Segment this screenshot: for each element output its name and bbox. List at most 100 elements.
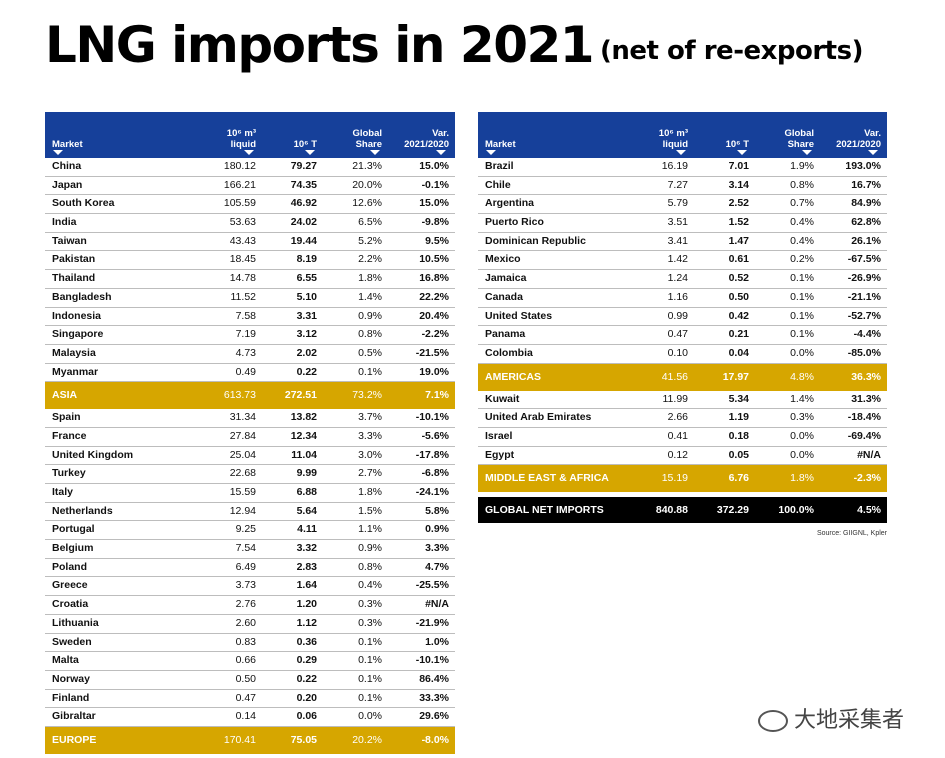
volume-m3: 12.94 (229, 504, 256, 517)
table-row: China 180.12 79.27 21.3% 15.0% (45, 158, 455, 177)
header-variation-line: Var. (864, 128, 881, 139)
sort-arrow-icon[interactable] (436, 150, 446, 155)
header-volume-t-line: 10⁶ T (725, 139, 749, 150)
global-share: 0.3% (358, 598, 382, 611)
table-row: Norway 0.50 0.22 0.1% 86.4% (45, 671, 455, 690)
volume-m3: 0.49 (235, 365, 256, 378)
volume-t: 0.06 (296, 710, 317, 723)
table-row: Japan 166.21 74.35 20.0% -0.1% (45, 177, 455, 196)
market-name: South Korea (52, 197, 115, 210)
market-name: Turkey (52, 467, 86, 480)
left-imports-table: Market 10⁶ m³ liquid 10⁶ T Global Share Var. 20… (45, 112, 455, 754)
volume-t: 5.10 (296, 290, 317, 303)
volume-m3: 166.21 (223, 178, 256, 191)
market-name: Puerto Rico (485, 216, 544, 229)
sort-arrow-icon[interactable] (737, 150, 747, 155)
volume-m3: 2.66 (667, 411, 688, 424)
global-share: 3.7% (358, 411, 382, 424)
sort-arrow-icon[interactable] (305, 150, 315, 155)
header-variation-line: 2021/2020 (836, 139, 881, 150)
variation: -21.1% (847, 290, 881, 303)
wechat-icon (758, 710, 788, 732)
table-row: Thailand 14.78 6.55 1.8% 16.8% (45, 270, 455, 289)
volume-m3: 7.54 (235, 542, 256, 555)
global-share: 2.7% (358, 467, 382, 480)
sort-arrow-icon[interactable] (53, 150, 63, 155)
volume-t: 0.18 (728, 429, 749, 442)
variation: 3.3% (425, 542, 449, 555)
variation: #N/A (857, 448, 881, 461)
sort-arrow-icon[interactable] (486, 150, 496, 155)
sort-arrow-icon[interactable] (868, 150, 878, 155)
table-row: Colombia 0.10 0.04 0.0% -85.0% (478, 345, 887, 364)
variation: 26.1% (851, 234, 881, 247)
global-share: 1.8% (790, 472, 814, 485)
volume-m3: 0.47 (667, 328, 688, 341)
global-share: 0.3% (358, 616, 382, 629)
global-share: 1.9% (790, 160, 814, 172)
volume-m3: 0.99 (667, 309, 688, 322)
volume-m3: 14.78 (229, 272, 256, 285)
volume-t: 0.29 (296, 654, 317, 667)
market-name: Croatia (52, 598, 89, 611)
volume-m3: 840.88 (655, 504, 688, 517)
variation: -2.2% (421, 328, 449, 341)
market-name: Portugal (52, 523, 95, 536)
market-name: Argentina (485, 197, 535, 210)
table-row: Portugal 9.25 4.11 1.1% 0.9% (45, 521, 455, 541)
volume-m3: 1.24 (667, 272, 688, 285)
volume-m3: 0.10 (667, 346, 688, 359)
variation: -6.8% (421, 467, 449, 480)
volume-m3: 3.51 (667, 216, 688, 229)
global-share: 20.2% (352, 733, 382, 746)
market-name: Greece (52, 579, 88, 592)
table-row: Puerto Rico 3.51 1.52 0.4% 62.8% (478, 214, 887, 233)
global-share: 0.0% (790, 448, 814, 461)
market-name: Japan (52, 178, 83, 191)
table-row: Poland 6.49 2.83 0.8% 4.7% (45, 559, 455, 578)
header-volume-t: 10⁶ T (726, 139, 749, 150)
market-name: Sweden (52, 635, 92, 648)
volume-t: 2.52 (728, 197, 749, 210)
global-share: 5.2% (358, 234, 382, 247)
variation: 20.4% (419, 309, 449, 322)
market-name: Pakistan (52, 253, 96, 266)
header-variation-line: 2021/2020 (404, 139, 449, 150)
volume-t: 0.05 (728, 448, 749, 461)
volume-t: 6.76 (728, 472, 749, 485)
global-total-row: GLOBAL NET IMPORTS 840.88 372.29 100.0% 4.5% (478, 497, 887, 524)
table-row: Pakistan 18.45 8.19 2.2% 10.5% (45, 251, 455, 271)
variation: -10.1% (415, 654, 449, 667)
header-volume-t: 10⁶ T (294, 139, 317, 150)
global-share: 0.1% (358, 654, 382, 667)
header-global-share-line: Global (352, 128, 382, 139)
sort-arrow-icon[interactable] (244, 150, 254, 155)
volume-t: 0.42 (728, 309, 749, 322)
market-name: Mexico (485, 253, 521, 266)
table-row: Bangladesh 11.52 5.10 1.4% 22.2% (45, 289, 455, 308)
variation: 5.8% (425, 504, 449, 517)
volume-m3: 0.47 (235, 691, 256, 704)
global-share: 1.4% (358, 290, 382, 303)
volume-m3: 15.19 (661, 472, 688, 485)
variation: 19.0% (419, 365, 449, 378)
sort-arrow-icon[interactable] (370, 150, 380, 155)
volume-t: 0.22 (296, 672, 317, 685)
header-market-line: Market (485, 139, 516, 150)
global-share: 3.0% (358, 448, 382, 461)
table-row: Jamaica 1.24 0.52 0.1% -26.9% (478, 270, 887, 289)
volume-t: 1.47 (728, 234, 749, 247)
market-name: Malta (52, 654, 79, 667)
table-row: United Arab Emirates 2.66 1.19 0.3% -18.4% (478, 409, 887, 428)
global-share: 3.3% (358, 429, 382, 442)
volume-t: 3.14 (728, 178, 749, 191)
sort-arrow-icon[interactable] (676, 150, 686, 155)
global-share: 1.4% (790, 392, 814, 405)
market-name: GLOBAL NET IMPORTS (485, 504, 604, 517)
market-name: Taiwan (52, 234, 87, 247)
sort-arrow-icon[interactable] (802, 150, 812, 155)
variation: 36.3% (851, 370, 881, 383)
market-name: Brazil (485, 160, 514, 172)
table-header: Market 10⁶ m³ liquid 10⁶ T Global Share Var. 20… (45, 112, 455, 158)
market-name: Jamaica (485, 272, 527, 285)
